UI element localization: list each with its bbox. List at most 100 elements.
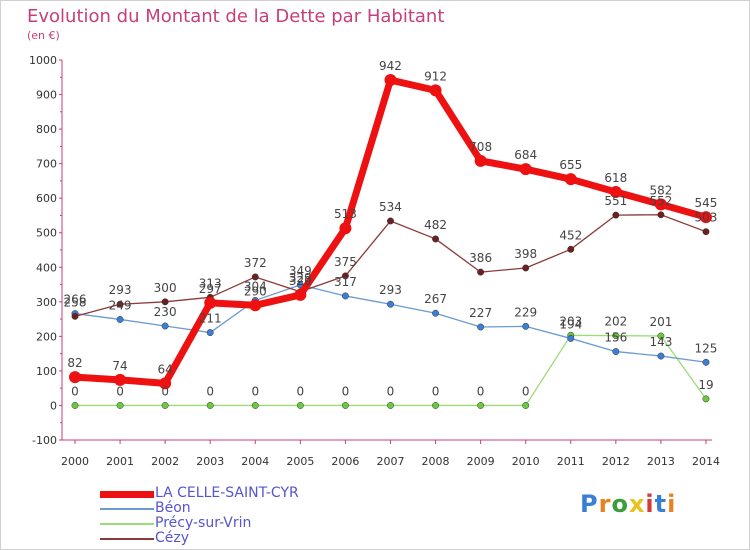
x-tick-label: 2009 <box>467 455 495 468</box>
data-label: 201 <box>649 315 672 329</box>
data-label: 74 <box>112 359 127 373</box>
data-point <box>702 358 710 366</box>
data-point <box>702 395 710 403</box>
data-point <box>432 309 440 317</box>
data-point <box>474 154 487 167</box>
data-point <box>114 373 127 386</box>
data-point <box>612 211 620 219</box>
legend-swatch <box>100 508 154 510</box>
data-label: 375 <box>334 255 357 269</box>
logo-letter: i <box>645 490 655 518</box>
data-point <box>116 300 124 308</box>
x-tick-label: 2001 <box>106 455 134 468</box>
y-tick-label: 800 <box>36 123 57 136</box>
data-point <box>294 288 307 301</box>
legend-label: Cézy <box>155 530 190 546</box>
logo-letter: i <box>667 490 677 518</box>
data-point <box>522 402 530 409</box>
data-label: 203 <box>559 314 582 328</box>
x-tick-label: 2002 <box>151 455 179 468</box>
x-tick-label: 2003 <box>196 455 224 468</box>
data-label: 398 <box>514 247 537 261</box>
data-point <box>612 332 620 340</box>
data-label: 300 <box>154 281 177 295</box>
data-point <box>159 377 172 390</box>
data-point <box>522 264 530 272</box>
data-label: 452 <box>559 228 582 242</box>
x-tick-label: 2000 <box>61 455 89 468</box>
data-point <box>251 273 259 281</box>
data-label: 655 <box>559 158 582 172</box>
data-label: 534 <box>379 200 402 214</box>
data-label: 0 <box>206 384 214 398</box>
data-point <box>477 402 485 409</box>
data-point <box>387 402 394 409</box>
data-label: 194 <box>559 317 582 331</box>
data-label: 349 <box>289 264 312 278</box>
data-label: 552 <box>649 194 672 208</box>
proxiti-logo: Proxiti <box>580 490 676 518</box>
data-label: 0 <box>71 384 79 398</box>
data-label: 513 <box>334 207 357 221</box>
data-point <box>387 217 394 225</box>
data-label: 227 <box>469 306 492 320</box>
data-point <box>657 332 665 340</box>
data-point <box>339 222 352 235</box>
data-label: 0 <box>432 384 440 398</box>
data-label: 329 <box>289 271 312 285</box>
legend-label: Précy-sur-Vrin <box>155 515 252 531</box>
data-label: 0 <box>161 384 169 398</box>
data-point <box>432 402 440 409</box>
legend-label: LA CELLE-SAINT-CYR <box>155 485 299 501</box>
data-label: 229 <box>514 305 537 319</box>
data-label: 143 <box>649 335 672 349</box>
data-label: 125 <box>695 341 718 355</box>
data-point <box>341 402 349 409</box>
data-label: 0 <box>251 384 259 398</box>
x-tick-label: 2014 <box>692 455 720 468</box>
data-label: 156 <box>604 331 627 345</box>
x-tick-label: 2010 <box>512 455 540 468</box>
data-point <box>609 185 622 198</box>
x-tick-label: 2005 <box>286 455 314 468</box>
logo-letter: t <box>654 490 668 518</box>
y-tick-label: 400 <box>36 261 57 274</box>
data-label: 267 <box>424 292 447 306</box>
data-label: 266 <box>64 293 87 307</box>
data-label: 0 <box>116 384 124 398</box>
data-label: 230 <box>154 305 177 319</box>
data-point <box>657 352 665 360</box>
data-point <box>341 272 349 280</box>
data-label: 0 <box>297 384 305 398</box>
y-tick-label: 900 <box>36 89 57 102</box>
x-tick-label: 2012 <box>602 455 630 468</box>
x-tick-label: 2006 <box>331 455 359 468</box>
data-point <box>387 300 394 308</box>
data-point <box>296 402 304 409</box>
data-label: 684 <box>514 148 537 162</box>
data-label: 912 <box>424 69 447 83</box>
y-tick-label: 500 <box>36 227 57 240</box>
data-point <box>206 402 214 409</box>
legend-swatch <box>100 538 154 540</box>
x-tick-label: 2008 <box>422 455 450 468</box>
data-point <box>249 299 262 312</box>
data-label: 317 <box>334 275 357 289</box>
data-label: 19 <box>698 378 713 392</box>
data-point <box>519 163 532 176</box>
logo-letter: o <box>611 490 629 518</box>
data-label: 297 <box>199 282 222 296</box>
x-tick-label: 2004 <box>241 455 269 468</box>
data-point <box>69 371 81 384</box>
data-label: 249 <box>109 298 132 312</box>
data-label: 293 <box>379 283 402 297</box>
data-point <box>161 322 169 330</box>
series-layer <box>69 74 712 409</box>
data-point <box>71 312 79 320</box>
x-tick-label: 2013 <box>647 455 675 468</box>
data-label: 386 <box>469 251 492 265</box>
data-label: 618 <box>604 171 627 185</box>
